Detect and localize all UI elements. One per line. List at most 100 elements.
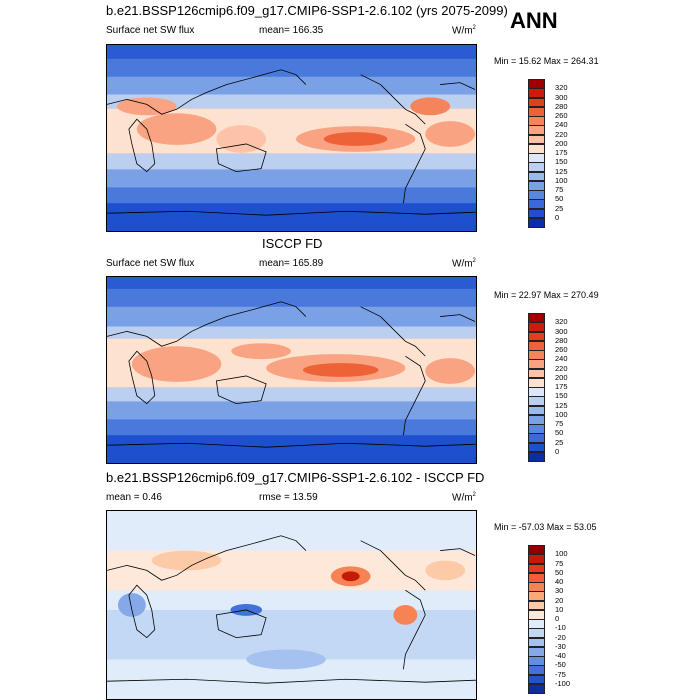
colorbar-label: 300 [555, 92, 568, 102]
africa-negative [117, 593, 146, 617]
colorbar-label: -10 [555, 623, 566, 633]
australia-pale [216, 125, 267, 153]
southern-ocean-negative [246, 649, 326, 670]
coastlines [107, 301, 476, 448]
colorbar-label: 25 [555, 203, 564, 213]
panel-1-map [106, 44, 477, 232]
colorbar-label: 200 [555, 372, 568, 382]
atlantic-warm [425, 358, 476, 384]
colorbar-label: 200 [555, 138, 568, 148]
panel-1-colorbar: 320 300 280 260 240 220 200 175 150 125 100 75 50 25 0 [528, 79, 568, 228]
colorbar-label: 175 [555, 382, 568, 391]
colorbar-label: 125 [555, 400, 568, 410]
coastlines [107, 69, 476, 216]
coast-s-america [402, 589, 426, 670]
coast-antarctica [107, 442, 476, 448]
coast-asia [107, 301, 307, 347]
panel-3-mean: mean = 0.46 [106, 492, 162, 503]
w-pacific-warm [231, 343, 292, 360]
colorbar-label: 100 [555, 175, 568, 185]
colorbar-label: -50 [555, 660, 566, 670]
colorbar-label: 0 [555, 212, 560, 222]
colorbar-label: 125 [555, 166, 568, 176]
coast-n-america [360, 306, 426, 357]
coast-australia [215, 143, 267, 173]
indian-ocean-warm [136, 113, 217, 145]
panel-3-minmax: Min = -57.03 Max = 53.05 [494, 522, 597, 532]
colorbar-label: 320 [555, 83, 568, 93]
colorbar-label: -40 [555, 651, 566, 660]
coast-africa-east [128, 350, 156, 405]
band-north-high [107, 58, 476, 77]
band-south-mid [107, 401, 476, 420]
colorbar-label: 320 [555, 317, 568, 327]
colorbar-label: -30 [555, 641, 566, 651]
coast-s-america [402, 355, 426, 436]
colorbar-swatch [528, 683, 545, 694]
coast-s-america [402, 123, 426, 204]
band-north-mid [107, 306, 476, 327]
colorbar-label: 75 [555, 185, 564, 194]
n-atlantic-warm [410, 97, 451, 116]
colorbar-label: 280 [555, 335, 568, 345]
panel-2-colorbar: 320 300 280 260 240 220 200 175 150 125 100 75 50 25 0 [528, 313, 568, 462]
colorbar-label: 220 [555, 129, 568, 139]
panel-1-map-svg [107, 45, 476, 231]
panel-2-mean: mean= 165.89 [259, 258, 324, 269]
asia-positive [151, 550, 222, 571]
colorbar-label: 25 [555, 437, 564, 447]
panel-3-map [106, 510, 477, 700]
panel-1-units: W/m2 [452, 25, 476, 37]
colorbar-label: 20 [555, 595, 564, 605]
panel-1-minmax: Min = 15.62 Max = 264.31 [494, 56, 599, 66]
n-atlantic-positive [425, 560, 466, 581]
coast-antarctica [107, 210, 476, 216]
panel-2-variable: Surface net SW flux [106, 258, 195, 269]
atlantic-warm [425, 121, 476, 147]
coast-africa-east [128, 584, 156, 639]
colorbar-label: 0 [555, 446, 560, 456]
colorbar-label: 175 [555, 148, 568, 157]
colorbar-label: 260 [555, 111, 568, 120]
panel-1-mean: mean= 166.35 [259, 25, 324, 36]
band-south-subtrop [107, 153, 476, 170]
season-label: ANN [510, 8, 558, 33]
colorbar-label: 280 [555, 101, 568, 111]
n-pacific-core [341, 571, 360, 582]
panel-3-map-svg [107, 511, 476, 699]
band-south-high [107, 419, 476, 436]
colorbar-label: 150 [555, 157, 568, 167]
colorbar-label: 75 [555, 419, 564, 428]
colorbar-label: 40 [555, 577, 564, 586]
coast-europe [440, 314, 476, 322]
colorbar-label: 100 [555, 409, 568, 419]
band-north-subtrop [107, 94, 476, 109]
colorbar-label: -20 [555, 632, 566, 642]
panel-1-title: b.e21.BSSP126cmip6.f09_g17.CMIP6-SSP1-2.… [106, 3, 508, 18]
colorbar-label: 220 [555, 363, 568, 373]
s-america-positive [393, 605, 418, 625]
colorbar-label: 100 [555, 549, 568, 559]
coast-asia [107, 535, 307, 581]
coast-n-america [360, 540, 426, 591]
coast-australia [215, 375, 267, 405]
coast-antarctica [107, 678, 476, 684]
coastlines [107, 535, 476, 684]
coast-europe [440, 548, 476, 556]
panel-3-rmse: rmse = 13.59 [259, 492, 318, 503]
colorbar-label: 240 [555, 354, 568, 364]
band-antarctic [107, 435, 476, 463]
colorbar-label: 75 [555, 558, 564, 568]
panel-2-minmax: Min = 22.97 Max = 270.49 [494, 290, 599, 300]
colorbar-label: -100 [555, 678, 571, 688]
panel-2-units: W/m2 [452, 258, 476, 270]
coast-n-america [360, 74, 426, 125]
band-antarctic [107, 203, 476, 231]
pacific-core [302, 363, 379, 377]
colorbar-label: 50 [555, 428, 564, 438]
coast-africa-east [128, 118, 156, 173]
colorbar-label: 50 [555, 567, 564, 577]
arabian-warm [116, 97, 177, 116]
colorbar-label: 260 [555, 345, 568, 354]
band-north-mid [107, 76, 476, 95]
